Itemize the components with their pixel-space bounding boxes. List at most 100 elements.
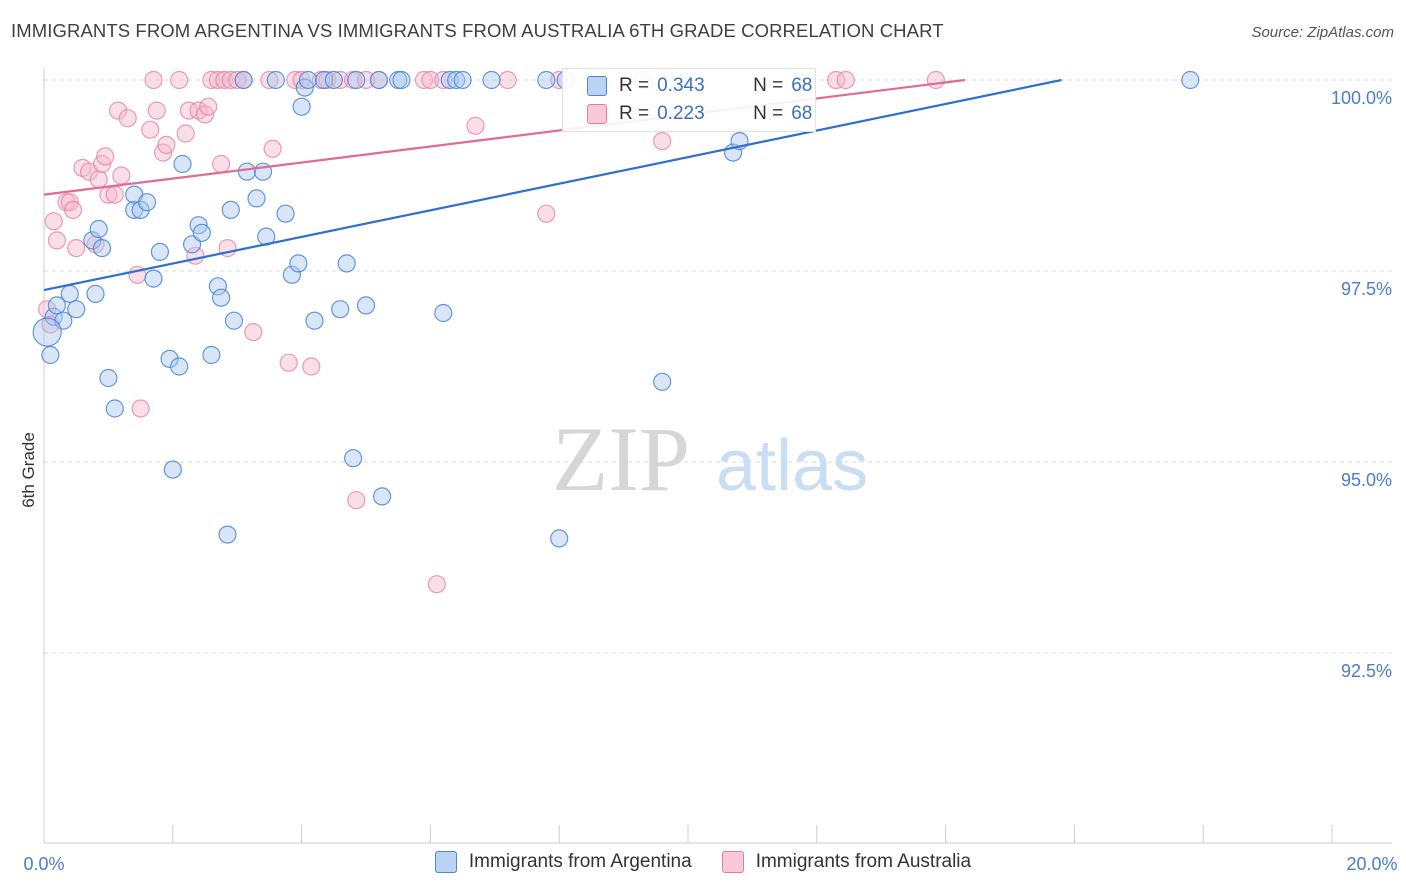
grid-layer: [44, 79, 1392, 654]
argentina-point: [292, 97, 311, 116]
australia-point: [279, 353, 298, 372]
argentina-point: [234, 70, 253, 90]
argentina-point: [83, 231, 102, 250]
argentina-point: [305, 311, 324, 330]
stats-legend-row-argentina: R = 0.343 N = 68: [563, 71, 812, 101]
australia-point: [199, 97, 218, 116]
argentina-point: [224, 311, 244, 330]
y-axis-label: 6th Grade: [19, 432, 38, 508]
argentina-point: [173, 154, 192, 174]
argentina-point: [160, 349, 179, 368]
y-tick-label: 92.5%: [1341, 661, 1392, 681]
chart-title: IMMIGRANTS FROM ARGENTINA VS IMMIGRANTS …: [11, 20, 944, 41]
australia-point: [118, 109, 137, 128]
argentina-point: [86, 284, 105, 303]
argentina-point: [60, 284, 79, 303]
argentina-point: [163, 460, 182, 479]
points-layer: [32, 70, 1200, 594]
australia-point: [653, 132, 672, 151]
stats-legend-row-australia: R = 0.223 N = 68: [563, 99, 812, 129]
australia-point: [331, 70, 350, 90]
australia-point: [836, 70, 855, 90]
argentina-point: [192, 223, 211, 242]
n-label: N =: [753, 103, 784, 124]
australia-point: [286, 70, 305, 90]
australia-point: [47, 231, 67, 250]
r-value-argentina: 0.343: [657, 75, 705, 96]
argentina-point: [276, 204, 295, 223]
argentina-point: [440, 70, 459, 90]
argentina-point: [550, 529, 569, 548]
argentina-point: [337, 254, 356, 273]
watermark: ZIP atlas: [552, 408, 868, 510]
argentina-point: [453, 70, 472, 90]
argentina-point: [67, 300, 86, 319]
argentina-point: [218, 525, 237, 544]
argentina-point: [347, 70, 366, 90]
australia-point: [105, 185, 124, 204]
legend-item-argentina[interactable]: Immigrants from Argentina: [434, 851, 692, 873]
australia-point: [228, 70, 247, 90]
series-legend: Immigrants from Argentina Immigrants fro…: [0, 851, 1406, 873]
argentina-point: [434, 303, 453, 323]
argentina-point: [266, 70, 285, 90]
argentina-point: [447, 70, 466, 90]
r-label: R =: [619, 103, 650, 124]
argentina-point: [392, 70, 411, 90]
australia-point: [498, 70, 517, 90]
australia-point: [141, 120, 160, 139]
australia-point: [466, 116, 485, 135]
argentina-point: [247, 189, 266, 208]
argentina-point: [105, 399, 124, 418]
y-tick-label: 95.0%: [1341, 470, 1392, 490]
argentina-point: [144, 269, 163, 288]
australia-point: [347, 491, 366, 510]
australia-point: [63, 200, 83, 219]
legend-label-argentina: Immigrants from Argentina: [468, 851, 692, 872]
argentina-legend-swatch: [434, 851, 457, 873]
argentina-point: [344, 449, 363, 468]
n-value-argentina: 68: [791, 75, 813, 96]
argentina-point: [482, 70, 501, 90]
australia-point: [215, 70, 234, 90]
australia-point: [537, 204, 556, 223]
australia-point: [221, 70, 240, 90]
australia-point: [147, 101, 166, 120]
n-label: N =: [753, 75, 784, 96]
x-tick-label-max: 20.0%: [1346, 854, 1397, 874]
australia-point: [244, 323, 263, 342]
argentina-point: [331, 300, 350, 319]
argentina-point: [298, 70, 318, 90]
argentina-point: [150, 242, 169, 261]
argentina-point: [315, 70, 334, 90]
n-value-australia: 68: [791, 103, 813, 124]
australia-point: [108, 101, 128, 120]
argentina-point: [373, 487, 392, 506]
argentina-point: [324, 70, 343, 90]
argentina-point: [356, 296, 376, 315]
australia-point: [356, 70, 376, 90]
australia-point: [260, 70, 279, 90]
argentina-point: [537, 70, 556, 90]
legend-item-australia[interactable]: Immigrants from Australia: [721, 851, 971, 873]
argentina-point: [212, 288, 231, 307]
australia-point: [89, 170, 108, 189]
axis-layer: [43, 68, 1392, 844]
australia-point: [202, 70, 221, 90]
australia-point: [263, 139, 282, 158]
australia-point: [926, 70, 946, 90]
label-layer: 92.5% 95.0% 97.5% 100.0% 0.0% 20.0%: [23, 88, 1397, 874]
argentina-point: [208, 277, 227, 296]
source-label: Source: ZipAtlas.com: [1251, 24, 1394, 41]
argentina-point: [653, 372, 672, 391]
r-value-australia: 0.223: [657, 103, 705, 124]
australia-point: [44, 212, 63, 231]
argentina-point: [170, 357, 189, 376]
argentina-trend-line: [43, 78, 1062, 292]
y-tick-label: 97.5%: [1341, 279, 1392, 299]
argentina-point: [47, 296, 67, 315]
australia-point: [144, 70, 163, 90]
argentina-point: [369, 70, 388, 90]
watermark-zip: ZIP: [552, 408, 690, 510]
